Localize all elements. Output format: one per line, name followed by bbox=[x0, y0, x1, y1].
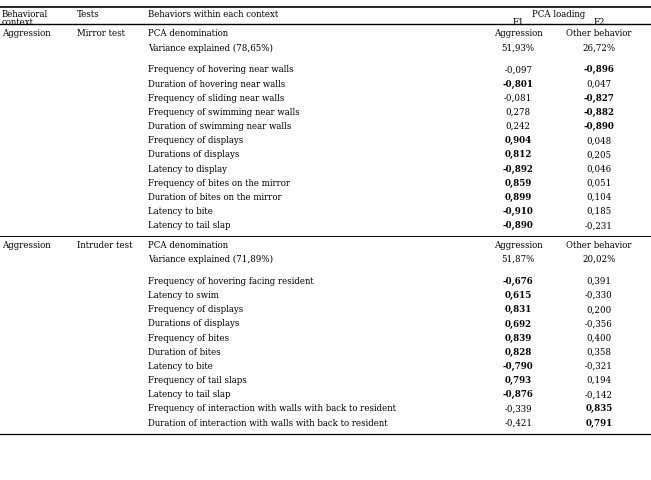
Text: Latency to display: Latency to display bbox=[148, 165, 227, 174]
Text: 0,391: 0,391 bbox=[587, 277, 611, 286]
Text: 0,839: 0,839 bbox=[505, 334, 532, 343]
Text: 0,400: 0,400 bbox=[587, 334, 611, 343]
Text: -0,790: -0,790 bbox=[503, 362, 534, 371]
Text: PCA loading: PCA loading bbox=[532, 10, 585, 19]
Text: Frequency of displays: Frequency of displays bbox=[148, 136, 243, 145]
Text: 0,692: 0,692 bbox=[505, 320, 532, 328]
Text: -0,097: -0,097 bbox=[504, 65, 533, 74]
Text: 20,02%: 20,02% bbox=[582, 255, 616, 264]
Text: 0,194: 0,194 bbox=[587, 376, 611, 385]
Text: F1: F1 bbox=[512, 18, 524, 27]
Text: Tests: Tests bbox=[77, 10, 100, 19]
Text: Frequency of tail slaps: Frequency of tail slaps bbox=[148, 376, 247, 385]
Text: Latency to bite: Latency to bite bbox=[148, 362, 214, 371]
Text: 0,835: 0,835 bbox=[585, 405, 613, 413]
Text: -0,882: -0,882 bbox=[583, 108, 615, 117]
Text: 0,200: 0,200 bbox=[587, 305, 611, 314]
Text: Aggression: Aggression bbox=[494, 241, 542, 250]
Text: -0,890: -0,890 bbox=[583, 122, 615, 131]
Text: 0,899: 0,899 bbox=[505, 193, 532, 202]
Text: 0,358: 0,358 bbox=[587, 348, 611, 357]
Text: -0,081: -0,081 bbox=[504, 94, 533, 103]
Text: 0,615: 0,615 bbox=[505, 291, 532, 300]
Text: Other behavior: Other behavior bbox=[566, 29, 631, 38]
Text: Durations of displays: Durations of displays bbox=[148, 320, 240, 328]
Text: Variance explained (71,89%): Variance explained (71,89%) bbox=[148, 255, 273, 264]
Text: 0,047: 0,047 bbox=[587, 80, 611, 89]
Text: -0,142: -0,142 bbox=[585, 390, 613, 399]
Text: Duration of interaction with walls with back to resident: Duration of interaction with walls with … bbox=[148, 419, 388, 428]
Text: -0,421: -0,421 bbox=[504, 419, 533, 428]
Text: Frequency of sliding near walls: Frequency of sliding near walls bbox=[148, 94, 284, 103]
Text: Duration of bites on the mirror: Duration of bites on the mirror bbox=[148, 193, 282, 202]
Text: Mirror test: Mirror test bbox=[77, 29, 125, 38]
Text: -0,910: -0,910 bbox=[503, 207, 534, 216]
Text: 0,831: 0,831 bbox=[505, 305, 532, 314]
Text: -0,890: -0,890 bbox=[503, 221, 534, 230]
Text: Variance explained (78,65%): Variance explained (78,65%) bbox=[148, 44, 273, 53]
Text: -0,827: -0,827 bbox=[583, 94, 615, 103]
Text: Frequency of bites: Frequency of bites bbox=[148, 334, 230, 343]
Text: -0,876: -0,876 bbox=[503, 390, 534, 399]
Text: -0,231: -0,231 bbox=[585, 221, 613, 230]
Text: 0,793: 0,793 bbox=[505, 376, 532, 385]
Text: Duration of bites: Duration of bites bbox=[148, 348, 221, 357]
Text: -0,676: -0,676 bbox=[503, 277, 534, 286]
Text: Latency to tail slap: Latency to tail slap bbox=[148, 390, 231, 399]
Text: -0,339: -0,339 bbox=[505, 405, 532, 413]
Text: Frequency of hovering near walls: Frequency of hovering near walls bbox=[148, 65, 294, 74]
Text: Frequency of swimming near walls: Frequency of swimming near walls bbox=[148, 108, 300, 117]
Text: F2: F2 bbox=[593, 18, 605, 27]
Text: Frequency of interaction with walls with back to resident: Frequency of interaction with walls with… bbox=[148, 405, 396, 413]
Text: -0,892: -0,892 bbox=[503, 165, 534, 174]
Text: Other behavior: Other behavior bbox=[566, 241, 631, 250]
Text: Frequency of displays: Frequency of displays bbox=[148, 305, 243, 314]
Text: 0,046: 0,046 bbox=[587, 165, 611, 174]
Text: Frequency of bites on the mirror: Frequency of bites on the mirror bbox=[148, 179, 290, 188]
Text: -0,356: -0,356 bbox=[585, 320, 613, 328]
Text: 0,791: 0,791 bbox=[585, 419, 613, 428]
Text: context: context bbox=[2, 18, 34, 27]
Text: Intruder test: Intruder test bbox=[77, 241, 132, 250]
Text: -0,896: -0,896 bbox=[583, 65, 615, 74]
Text: -0,330: -0,330 bbox=[585, 291, 613, 300]
Text: 51,93%: 51,93% bbox=[502, 44, 534, 53]
Text: PCA denomination: PCA denomination bbox=[148, 241, 229, 250]
Text: Behaviors within each context: Behaviors within each context bbox=[148, 10, 279, 19]
Text: Latency to swim: Latency to swim bbox=[148, 291, 219, 300]
Text: 0,185: 0,185 bbox=[587, 207, 611, 216]
Text: Latency to bite: Latency to bite bbox=[148, 207, 214, 216]
Text: PCA denomination: PCA denomination bbox=[148, 29, 229, 38]
Text: Aggression: Aggression bbox=[2, 241, 51, 250]
Text: -0,801: -0,801 bbox=[503, 80, 534, 89]
Text: 0,812: 0,812 bbox=[505, 150, 532, 159]
Text: 0,828: 0,828 bbox=[505, 348, 532, 357]
Text: 0,048: 0,048 bbox=[587, 136, 611, 145]
Text: -0,321: -0,321 bbox=[585, 362, 613, 371]
Text: 0,051: 0,051 bbox=[587, 179, 611, 188]
Text: Frequency of hovering facing resident: Frequency of hovering facing resident bbox=[148, 277, 314, 286]
Text: Behavioral: Behavioral bbox=[2, 10, 48, 19]
Text: 0,278: 0,278 bbox=[506, 108, 531, 117]
Text: 0,205: 0,205 bbox=[587, 150, 611, 159]
Text: Durations of displays: Durations of displays bbox=[148, 150, 240, 159]
Text: 0,904: 0,904 bbox=[505, 136, 532, 145]
Text: 0,104: 0,104 bbox=[587, 193, 611, 202]
Text: 51,87%: 51,87% bbox=[501, 255, 535, 264]
Text: 0,242: 0,242 bbox=[506, 122, 531, 131]
Text: Duration of swimming near walls: Duration of swimming near walls bbox=[148, 122, 292, 131]
Text: Aggression: Aggression bbox=[2, 29, 51, 38]
Text: 26,72%: 26,72% bbox=[583, 44, 615, 53]
Text: Duration of hovering near walls: Duration of hovering near walls bbox=[148, 80, 286, 89]
Text: Latency to tail slap: Latency to tail slap bbox=[148, 221, 231, 230]
Text: 0,859: 0,859 bbox=[505, 179, 532, 188]
Text: Aggression: Aggression bbox=[494, 29, 542, 38]
